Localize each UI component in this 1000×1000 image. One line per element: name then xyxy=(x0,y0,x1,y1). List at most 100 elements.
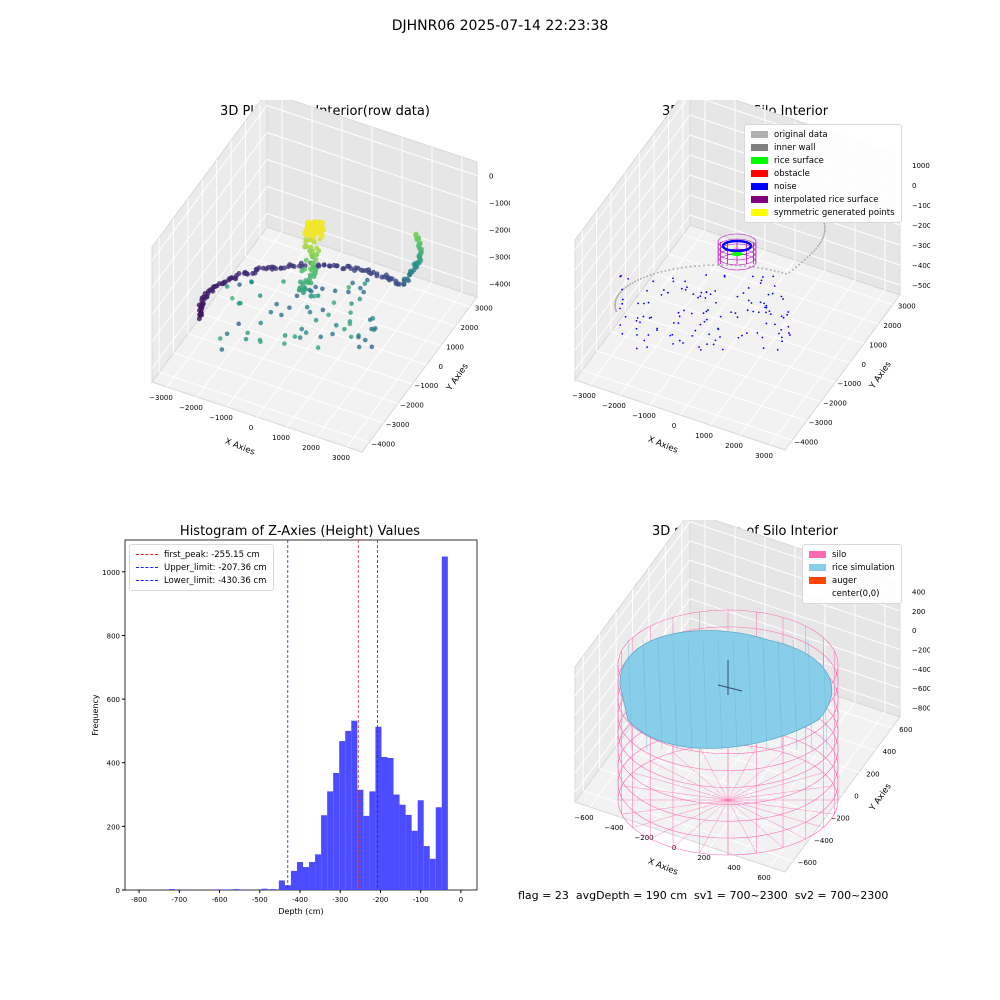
noise-point xyxy=(767,293,770,296)
raw-point xyxy=(320,307,326,313)
noise-point xyxy=(690,312,693,315)
y-tick-label: 400 xyxy=(883,748,896,756)
y-tick-label: −4000 xyxy=(371,440,395,448)
y-tick-label: −400 xyxy=(814,837,833,845)
original-point xyxy=(646,275,649,278)
raw-point xyxy=(365,277,370,283)
legend-item: silo xyxy=(809,548,895,561)
noise-point xyxy=(650,316,653,319)
raw-point xyxy=(310,248,316,254)
noise-point xyxy=(717,328,720,331)
histogram-legend: first_peak: -255.15 cm Upper_limit: -207.… xyxy=(129,544,274,591)
panel-raw-plot: 3D Plot of Silo Interior(row data) −3000… xyxy=(140,100,510,470)
original-point xyxy=(725,264,728,267)
original-point xyxy=(614,301,617,304)
x-gridline xyxy=(256,261,373,418)
raw-point xyxy=(320,286,325,292)
x-tick-label: −2000 xyxy=(179,404,203,412)
original-point xyxy=(629,283,632,286)
raw-point xyxy=(357,296,363,302)
legend-label: Upper_limit: -207.36 cm xyxy=(164,562,267,573)
raw-point-top xyxy=(318,232,325,239)
raw-point xyxy=(342,326,347,332)
raw-point xyxy=(321,262,327,268)
histogram-bar xyxy=(327,791,334,890)
noise-point xyxy=(759,282,762,285)
raw-point xyxy=(294,293,300,299)
x-gridline xyxy=(769,289,886,446)
noise-point xyxy=(678,339,681,342)
raw-point xyxy=(356,344,362,350)
noise-point xyxy=(700,291,703,294)
raw-point xyxy=(347,321,353,327)
y-tick-label: 400 xyxy=(107,760,120,768)
z-gridline xyxy=(574,598,901,755)
legend-swatch xyxy=(809,577,826,584)
noise-point xyxy=(761,276,764,278)
legend-label: noise xyxy=(774,181,797,192)
legend-label: original data xyxy=(774,129,828,140)
legend-label: rice surface xyxy=(774,155,824,166)
original-point xyxy=(664,269,667,272)
left-pane xyxy=(574,100,691,382)
histogram-bar xyxy=(429,858,436,890)
y-gridline xyxy=(582,369,793,441)
x-gridline xyxy=(589,229,706,386)
noise-point xyxy=(746,309,749,312)
x-tick-label: −2000 xyxy=(602,402,626,410)
x-gridline xyxy=(346,291,463,448)
histogram-chart: -800 -700 -600 -500 -400 -300 -200 -100 0 0 200 400… xyxy=(91,539,478,916)
y-tick-label: 200 xyxy=(866,770,879,778)
x-tick-label: -800 xyxy=(131,896,147,904)
x-gridline xyxy=(649,249,766,406)
raw-point xyxy=(330,331,335,337)
raw-point xyxy=(230,296,235,301)
raw-point xyxy=(304,304,310,310)
rice-mesh-line xyxy=(657,639,663,751)
original-point xyxy=(823,230,826,233)
noise-point xyxy=(642,315,645,318)
raw-point xyxy=(299,326,305,332)
original-point xyxy=(649,273,652,276)
legend-item: center(0,0) xyxy=(809,587,895,600)
raw-point xyxy=(313,257,319,263)
silo-spoke xyxy=(672,799,729,848)
info-text: flag = 23 avgDepth = 190 cm sv1 = 700~23… xyxy=(518,889,889,902)
noise-point xyxy=(780,336,783,339)
histogram-bar xyxy=(375,726,382,890)
original-point xyxy=(819,240,822,243)
rice-mesh-line xyxy=(732,639,738,751)
raw-point xyxy=(356,334,361,340)
original-point xyxy=(748,265,751,268)
original-point xyxy=(653,272,656,275)
noise-point xyxy=(705,310,708,313)
legend-label: symmetric generated points xyxy=(774,207,895,218)
raw-point xyxy=(349,301,354,306)
histogram-bar xyxy=(441,556,448,890)
y-tick-label: 2000 xyxy=(884,322,902,330)
x-tick-label: -500 xyxy=(252,896,268,904)
raw-point xyxy=(307,309,313,315)
noise-point xyxy=(714,290,717,292)
noise-point xyxy=(788,332,790,334)
x-tick-label: 1000 xyxy=(272,434,290,442)
raw-point xyxy=(348,334,354,340)
original-point xyxy=(634,280,637,283)
original-point xyxy=(721,264,724,267)
raw-point xyxy=(281,279,286,284)
y-tick-label: −2000 xyxy=(400,402,424,410)
raw-point xyxy=(396,281,402,287)
legend-swatch xyxy=(809,564,826,571)
noise-point xyxy=(699,323,702,326)
raw-point xyxy=(334,263,340,269)
original-point xyxy=(822,234,825,237)
original-point xyxy=(815,247,818,250)
original-point xyxy=(803,258,806,261)
x-gridline xyxy=(316,281,433,438)
raw-point xyxy=(413,231,419,237)
raw-point xyxy=(287,305,292,310)
original-point xyxy=(614,299,617,302)
y-tick-label: 0 xyxy=(861,361,865,369)
noise-point xyxy=(781,340,784,343)
z-gridline xyxy=(151,104,478,261)
